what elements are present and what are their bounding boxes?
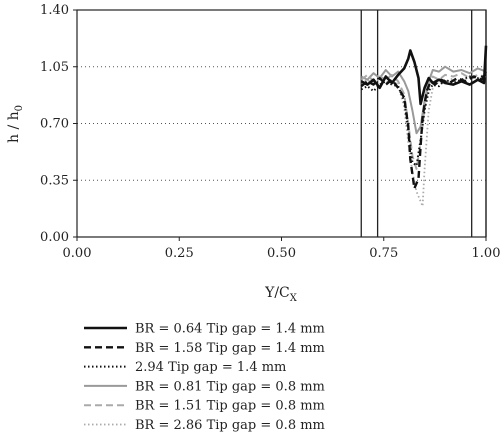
y-tick-label-0: 0.00 bbox=[40, 230, 69, 245]
legend: BR = 0.64 Tip gap = 1.4 mm BR = 1.58 Tip … bbox=[84, 322, 325, 433]
y-tick-label-1: 0.35 bbox=[40, 173, 69, 188]
series-line-4 bbox=[360, 72, 487, 170]
x-axis-label-sub: X bbox=[290, 293, 298, 304]
series-line-2 bbox=[360, 73, 487, 167]
legend-label-3: BR = 0.81 Tip gap = 0.8 mm bbox=[135, 379, 325, 394]
legend-label-2: 2.94 Tip gap = 1.4 mm bbox=[135, 360, 286, 375]
plot-area: 0.00 0.25 0.50 0.75 1.00 0.00 0.35 0.70 1.05 1.40 bbox=[40, 3, 500, 261]
legend-label-1: BR = 1.58 Tip gap = 1.4 mm bbox=[135, 341, 325, 356]
legend-label-5: BR = 2.86 Tip gap = 0.8 mm bbox=[135, 418, 325, 433]
y-axis-label-sub: 0 bbox=[14, 105, 25, 111]
y-tick-label-3: 1.05 bbox=[40, 60, 69, 75]
x-tick-label-0: 0.00 bbox=[63, 246, 92, 261]
series-line-1 bbox=[360, 71, 488, 190]
series-line-0 bbox=[360, 45, 488, 106]
x-tick-label-2: 0.50 bbox=[267, 246, 296, 261]
x-tick-label-4: 1.00 bbox=[472, 246, 500, 261]
legend-label-0: BR = 0.64 Tip gap = 1.4 mm bbox=[135, 322, 325, 337]
series-line-3 bbox=[360, 65, 487, 135]
legend-label-4: BR = 1.51 Tip gap = 0.8 mm bbox=[135, 399, 325, 414]
y-tick-label-4: 1.40 bbox=[40, 3, 69, 18]
x-axis-label: Y/CX bbox=[264, 285, 298, 304]
y-axis-label: h / h0 bbox=[6, 105, 25, 143]
x-tick-label-1: 0.25 bbox=[165, 246, 194, 261]
x-tick-label-3: 0.75 bbox=[369, 246, 398, 261]
y-tick-label-2: 0.70 bbox=[40, 117, 69, 132]
